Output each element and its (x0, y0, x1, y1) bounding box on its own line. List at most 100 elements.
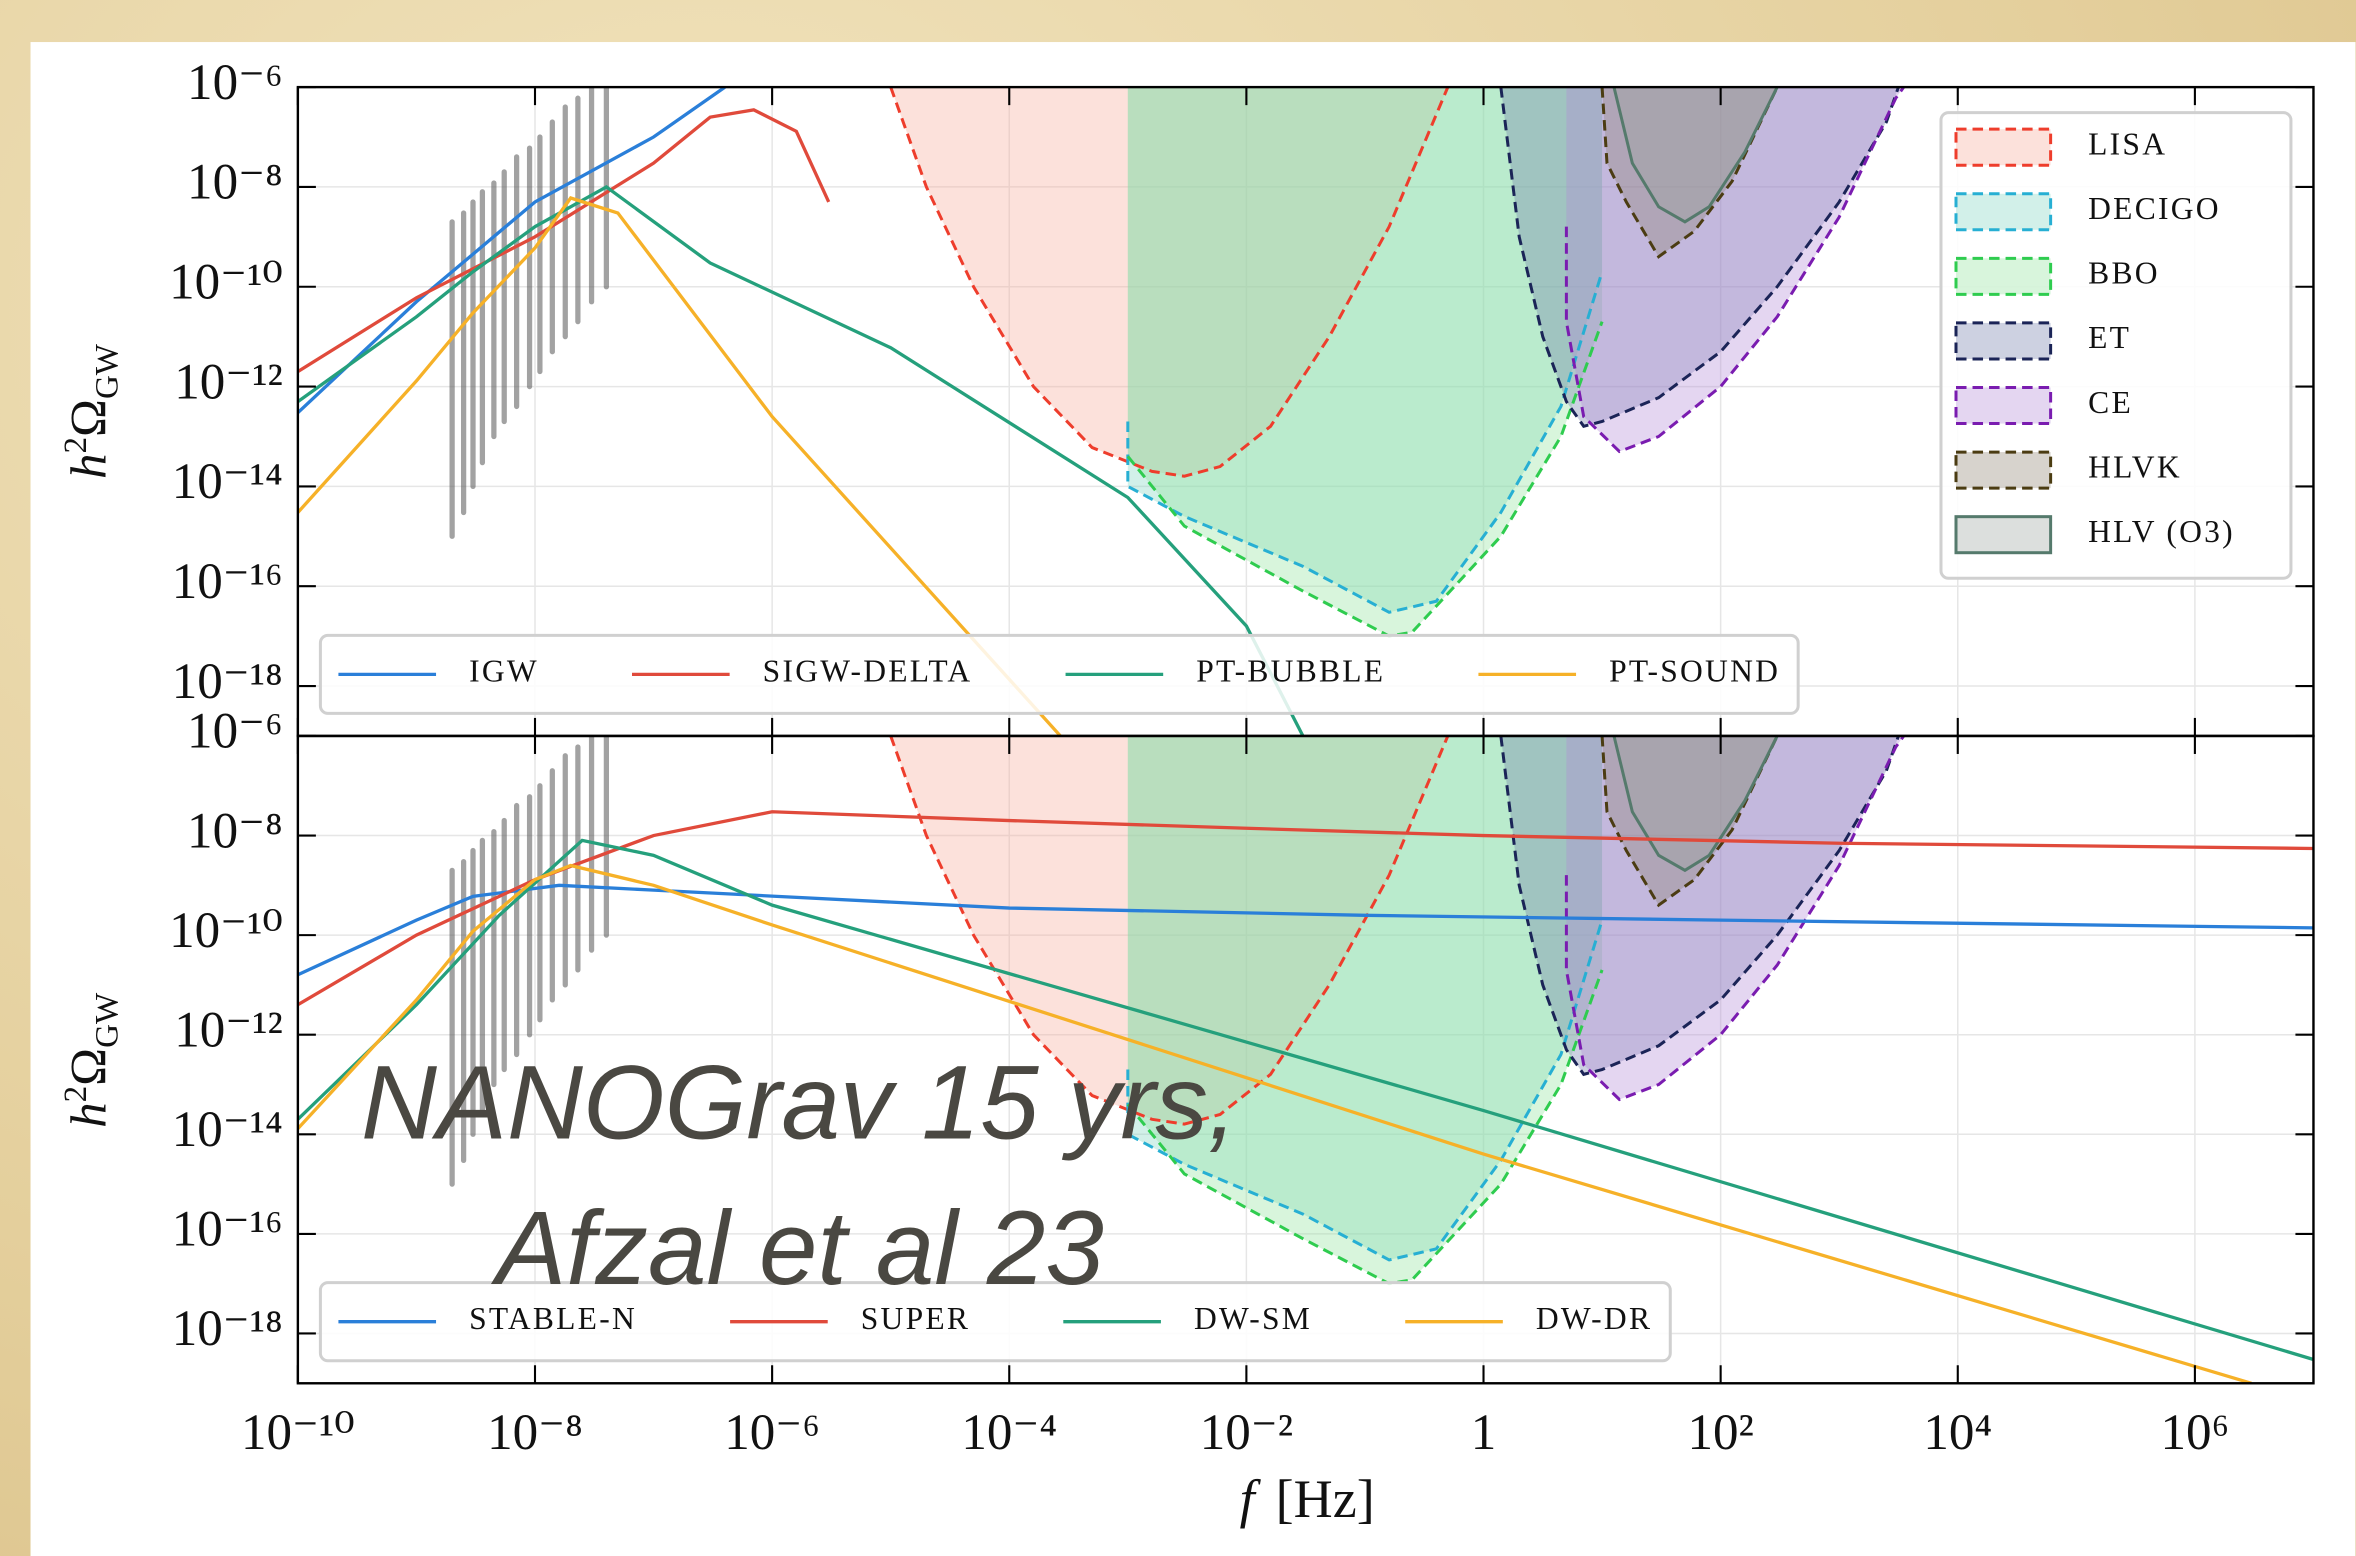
sensitivity-region (1566, 87, 1904, 452)
y-label-part: 2 (58, 437, 94, 454)
y-label-part: 2 (58, 1086, 94, 1103)
x-tick-label: 10⁻⁶ (724, 1404, 820, 1461)
sensitivity-region (1127, 87, 1603, 613)
legend-label: BBO (2088, 256, 2160, 291)
annotation: Afzal et al 23 (490, 1190, 1104, 1307)
legend-swatch (1954, 515, 2053, 555)
sensitivity-curve (1600, 87, 1779, 259)
legend-swatch (1954, 450, 2053, 490)
annotation: NANOGrav 15 yrs, (361, 1044, 1237, 1161)
y-tick-label: 10⁻¹⁴ (172, 453, 283, 510)
sensitivity-curve (1564, 735, 1905, 1102)
legend-swatch (1954, 256, 2053, 296)
y-tick-label: 10⁻¹² (174, 353, 283, 410)
series-line (297, 883, 2314, 977)
sensitivity-curve (1612, 87, 1779, 224)
sensitivity-curve (1600, 735, 1779, 908)
y-tick-label: 10⁻⁶ (187, 703, 283, 760)
legend-label: DW-SM (1194, 1301, 1312, 1336)
x-tick-label: 10⁶ (2160, 1404, 2229, 1461)
series-line (297, 87, 726, 414)
x-label-unit: [Hz] (1276, 1469, 1375, 1529)
top-panel (297, 87, 2314, 736)
series-line (297, 196, 1062, 736)
y-label-part: h (61, 1102, 118, 1128)
sensitivity-curve (1612, 735, 1779, 873)
legend-swatch (1954, 385, 2053, 426)
sensitivity-region (1500, 87, 1899, 427)
x-tick-label: 10⁻⁸ (487, 1404, 583, 1461)
x-tick-label: 10⁻⁴ (961, 1404, 1057, 1461)
sensitivity-region (1602, 87, 1778, 257)
legend-box (318, 1281, 1672, 1363)
bottom-panel (297, 735, 2314, 1384)
legend-swatch (1954, 127, 2053, 167)
sensitivity-region (1127, 735, 1603, 1284)
sensitivity-curve (1499, 87, 1900, 429)
y-tick-label: 10⁻⁶ (187, 54, 283, 111)
legend-label: STABLE-N (469, 1301, 637, 1336)
y-axis-label: h2ΩGW (58, 992, 126, 1128)
sensitivity-region (1566, 735, 1904, 1100)
sensitivity-region (1500, 735, 1899, 1075)
sensitivity-region (1602, 735, 1778, 906)
y-tick-label: 10⁻¹⁴ (172, 1101, 283, 1158)
y-axis-label: h2ΩGW (58, 343, 126, 479)
series-line (297, 810, 2314, 1007)
x-tick-label: 10⁻² (1200, 1404, 1293, 1461)
legend-swatch (1954, 321, 2053, 361)
x-tick-label: 10⁻¹⁰ (241, 1404, 355, 1461)
x-tick-label: 10⁴ (1923, 1404, 1992, 1461)
legend-label: IGW (469, 654, 539, 689)
x-axis-label: f [Hz] (1240, 1469, 1375, 1529)
sensitivity-curve (889, 87, 1450, 478)
legend-label: PT-BUBBLE (1196, 654, 1385, 689)
y-tick-label: 10⁻¹⁶ (172, 1201, 283, 1258)
sensitivity-curve (1564, 87, 1905, 454)
legend-label: LISA (2088, 126, 2167, 161)
y-tick-label: 10⁻¹⁰ (169, 902, 283, 959)
y-tick-label: 10⁻¹⁰ (169, 253, 283, 310)
sensitivity-curve (1499, 735, 1900, 1077)
y-label-part: h (61, 454, 118, 480)
sensitivity-region (1127, 735, 1603, 1260)
sensitivity-region (890, 87, 1448, 477)
legend-swatch (1954, 192, 2053, 232)
sensitivity-curve (1126, 919, 1604, 1262)
y-tick-label: 10⁻¹⁸ (172, 653, 283, 710)
legend-label: SIGW-DELTA (763, 654, 973, 689)
x-tick-label: 10² (1687, 1404, 1753, 1461)
legend-label: SUPER (861, 1301, 970, 1336)
overlay: 10⁻¹⁸ 10⁻¹⁶ 10⁻¹⁴ 10⁻¹² 10⁻¹⁰ 10⁻⁸ 10⁻⁶ IGW SIGW… (169, 54, 2315, 1461)
series-line (297, 838, 2314, 1362)
legend-label: CE (2088, 385, 2133, 420)
y-tick-label: 10⁻⁸ (187, 802, 283, 859)
y-tick-label: 10⁻¹² (174, 1001, 283, 1058)
sensitivity-curve (889, 735, 1450, 1126)
y-label-part: Ω (61, 399, 118, 437)
plot-frame (296, 734, 2315, 1385)
sensitivity-curve (1126, 271, 1604, 614)
legend-box (318, 633, 1800, 715)
legend-label: DW-DR (1536, 1301, 1652, 1336)
series-line (297, 863, 2252, 1384)
series-line (297, 184, 1305, 736)
legend-label: ET (2088, 320, 2131, 355)
legend-label: DECIGO (2088, 191, 2221, 226)
series-line (297, 108, 831, 373)
y-tick-label: 10⁻¹⁶ (172, 553, 283, 610)
x-tick-label: 1 (1471, 1404, 1497, 1461)
sensitivity-region (1613, 87, 1778, 222)
sensitivity-region (1127, 87, 1603, 637)
sensitivity-region (1613, 735, 1778, 871)
legend-label: PT-SOUND (1609, 654, 1780, 689)
legend-label: HLVK (2088, 449, 2182, 484)
legend-label: HLV (O3) (2088, 514, 2235, 549)
y-label-part: GW (90, 343, 126, 399)
y-label-part: GW (90, 992, 126, 1048)
y-tick-label: 10⁻⁸ (187, 154, 283, 211)
y-label-part: Ω (61, 1048, 118, 1086)
y-tick-label: 10⁻¹⁸ (172, 1300, 283, 1357)
